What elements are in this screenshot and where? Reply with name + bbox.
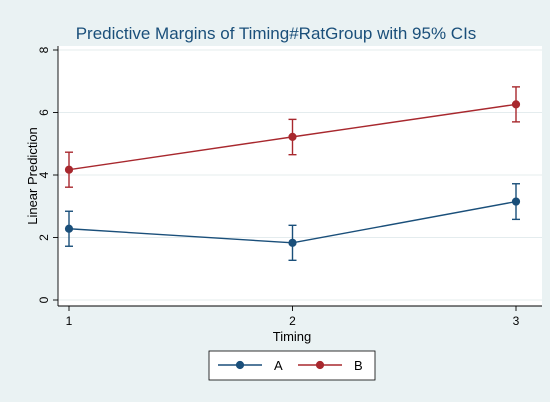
x-tick-label-3: 3: [513, 314, 520, 328]
legend-series-a-marker: [235, 360, 245, 370]
y-tick-label-4: 4: [37, 171, 51, 178]
y-tick-label-6: 6: [37, 109, 51, 116]
y-tick-label-2: 2: [37, 234, 51, 241]
x-tick-label-2: 2: [289, 314, 296, 328]
grid-layer: [58, 49, 542, 301]
plot-area: [58, 46, 542, 306]
series-a-point-3: [511, 197, 521, 206]
series-a-point-2: [288, 238, 297, 247]
series-b-point-3: [511, 100, 521, 109]
chart-title: Predictive Margins of Timing#RatGroup wi…: [76, 24, 477, 43]
y-tick-label-8: 8: [37, 46, 51, 53]
y-axis-label: Linear Prediction: [25, 127, 40, 225]
legend-series-b-marker: [315, 360, 325, 370]
legend-series-b-label: B: [354, 358, 363, 373]
series-b-point-1: [64, 165, 74, 174]
series-b-point-2: [288, 132, 297, 141]
legend-series-a-label: A: [274, 358, 283, 373]
x-tick-label-1: 1: [66, 314, 73, 328]
y-tick-label-0: 0: [37, 296, 51, 303]
axis-layer: 0 2 4 6 8 1 2 3: [37, 46, 542, 328]
series-a-point-1: [64, 224, 74, 233]
series-layer: [64, 86, 521, 262]
x-axis-label: Timing: [273, 329, 312, 344]
